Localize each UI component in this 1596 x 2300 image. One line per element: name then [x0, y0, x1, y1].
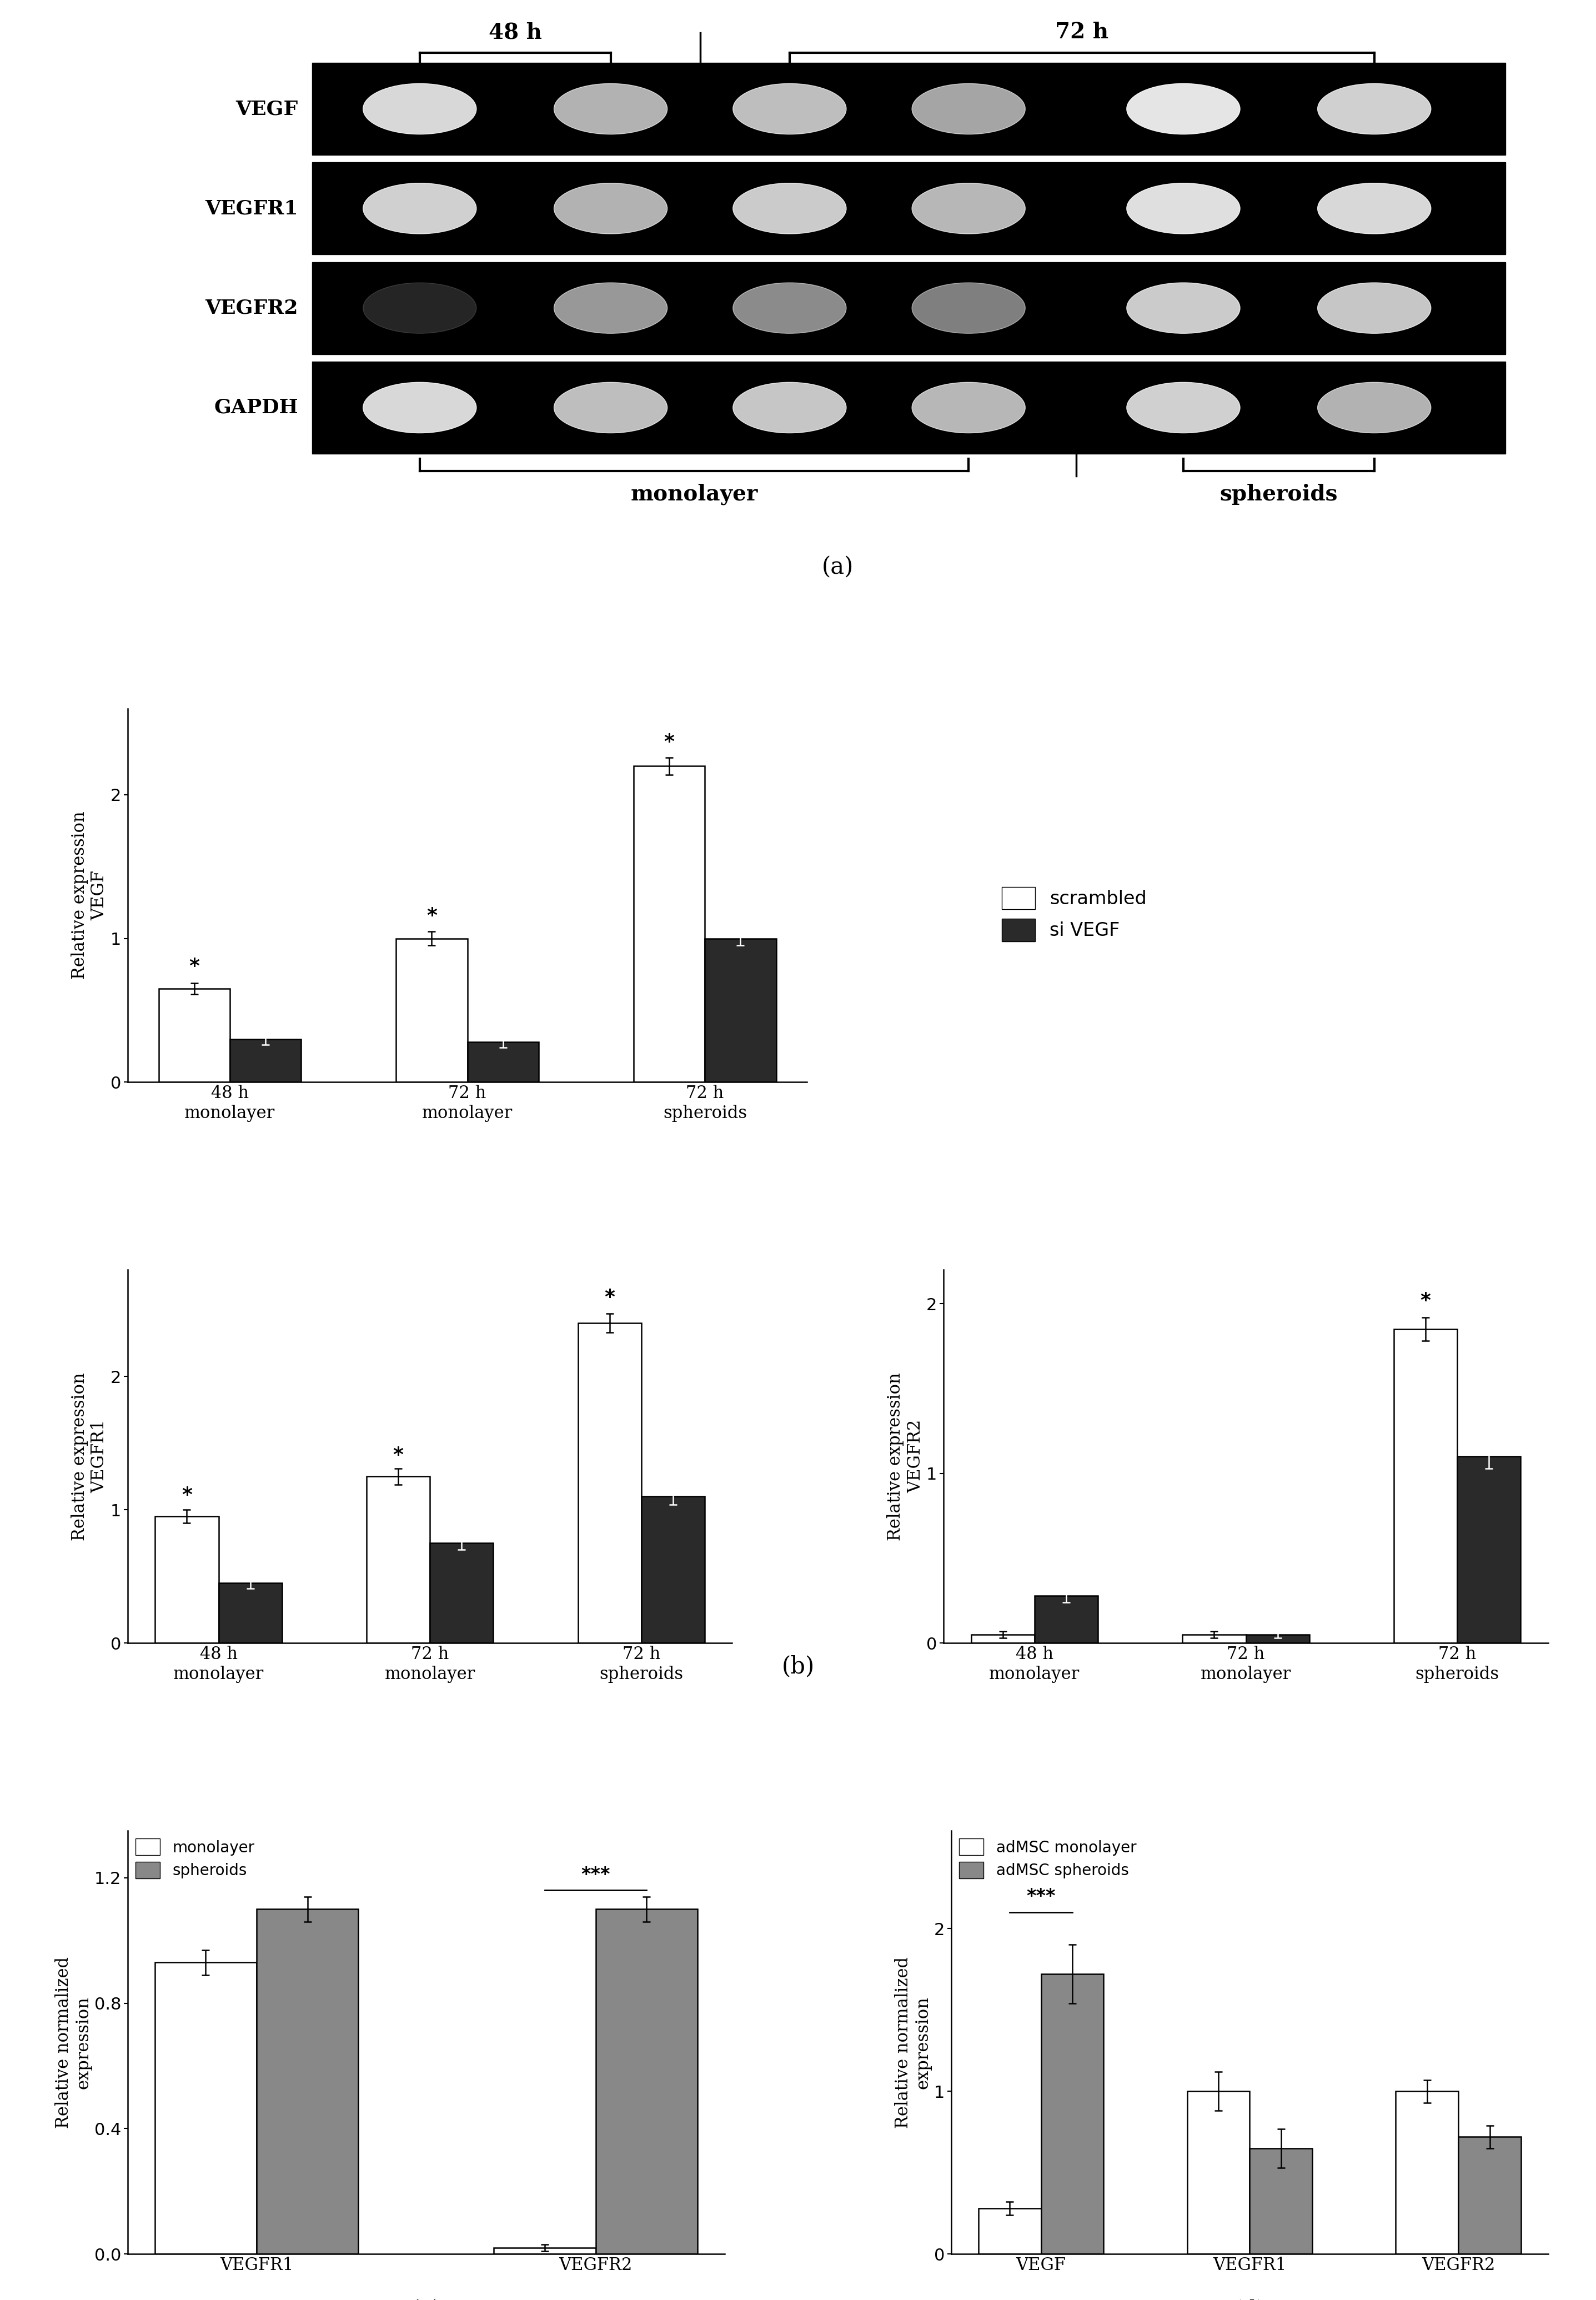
Y-axis label: Relative normalized
expression: Relative normalized expression: [54, 1957, 93, 2128]
Ellipse shape: [1318, 283, 1432, 334]
Bar: [219, 1582, 282, 1642]
Ellipse shape: [362, 184, 476, 235]
Bar: [595, 1909, 697, 2254]
Text: VEGFR2: VEGFR2: [206, 299, 298, 317]
Ellipse shape: [911, 283, 1025, 334]
Ellipse shape: [362, 283, 476, 334]
Bar: [1250, 2148, 1312, 2254]
Text: VEGF: VEGF: [236, 99, 298, 117]
Ellipse shape: [362, 83, 476, 133]
Legend: scrambled, si VEGF: scrambled, si VEGF: [1002, 888, 1146, 941]
Text: *: *: [188, 957, 200, 975]
Ellipse shape: [733, 83, 846, 133]
Text: (b): (b): [782, 1654, 814, 1679]
Bar: [705, 938, 776, 1081]
Ellipse shape: [1318, 184, 1432, 235]
Bar: [1041, 1973, 1103, 2254]
Ellipse shape: [1127, 283, 1240, 334]
Ellipse shape: [1127, 184, 1240, 235]
Y-axis label: Relative expression
VEGFR2: Relative expression VEGFR2: [887, 1373, 924, 1541]
Bar: [155, 1962, 257, 2254]
Text: GAPDH: GAPDH: [214, 398, 298, 416]
Bar: [313, 361, 1505, 453]
Bar: [1396, 2091, 1459, 2254]
Y-axis label: Relative normalized
expression: Relative normalized expression: [895, 1957, 932, 2128]
Bar: [1459, 2137, 1521, 2254]
Bar: [257, 1909, 358, 2254]
Ellipse shape: [911, 382, 1025, 432]
Bar: [155, 1516, 219, 1642]
Ellipse shape: [362, 382, 476, 432]
Y-axis label: Relative expression
VEGF: Relative expression VEGF: [70, 812, 109, 980]
Text: *: *: [393, 1444, 404, 1465]
Y-axis label: Relative expression
VEGFR1: Relative expression VEGFR1: [70, 1373, 109, 1541]
Ellipse shape: [554, 184, 667, 235]
Text: VEGFR1: VEGFR1: [204, 200, 298, 219]
Legend: monolayer, spheroids: monolayer, spheroids: [136, 1838, 255, 1879]
Bar: [978, 2208, 1041, 2254]
Ellipse shape: [733, 283, 846, 334]
Text: monolayer: monolayer: [630, 483, 758, 506]
Bar: [970, 1635, 1034, 1642]
Text: 48 h: 48 h: [488, 21, 541, 44]
Text: *: *: [664, 734, 675, 752]
Ellipse shape: [1127, 83, 1240, 133]
Bar: [1187, 2091, 1250, 2254]
Bar: [1246, 1635, 1309, 1642]
Bar: [158, 989, 230, 1081]
Text: (a): (a): [822, 557, 854, 580]
Text: *: *: [182, 1486, 192, 1504]
Bar: [642, 1497, 705, 1642]
Bar: [1457, 1456, 1521, 1642]
Ellipse shape: [554, 283, 667, 334]
Text: *: *: [1420, 1293, 1432, 1311]
Ellipse shape: [1127, 382, 1240, 432]
Bar: [429, 1543, 493, 1642]
Text: *: *: [426, 906, 437, 925]
Bar: [493, 2247, 595, 2254]
Text: ***: ***: [581, 1865, 610, 1884]
Text: *: *: [605, 1288, 614, 1306]
Bar: [313, 62, 1505, 154]
Ellipse shape: [733, 382, 846, 432]
Legend: adMSC monolayer, adMSC spheroids: adMSC monolayer, adMSC spheroids: [959, 1838, 1136, 1879]
Bar: [634, 766, 705, 1081]
Bar: [578, 1322, 642, 1642]
Bar: [367, 1477, 429, 1642]
Bar: [1183, 1635, 1246, 1642]
Bar: [1393, 1329, 1457, 1642]
Bar: [1034, 1596, 1098, 1642]
Ellipse shape: [1318, 382, 1432, 432]
Bar: [313, 163, 1505, 255]
Text: ***: ***: [1026, 1888, 1055, 1907]
Ellipse shape: [554, 83, 667, 133]
Text: 72 h: 72 h: [1055, 21, 1109, 44]
Bar: [230, 1040, 302, 1081]
Ellipse shape: [733, 184, 846, 235]
Bar: [468, 1042, 538, 1081]
Bar: [313, 262, 1505, 354]
Ellipse shape: [1318, 83, 1432, 133]
Text: spheroids: spheroids: [1219, 483, 1337, 504]
Ellipse shape: [911, 184, 1025, 235]
Bar: [396, 938, 468, 1081]
Ellipse shape: [554, 382, 667, 432]
Ellipse shape: [911, 83, 1025, 133]
